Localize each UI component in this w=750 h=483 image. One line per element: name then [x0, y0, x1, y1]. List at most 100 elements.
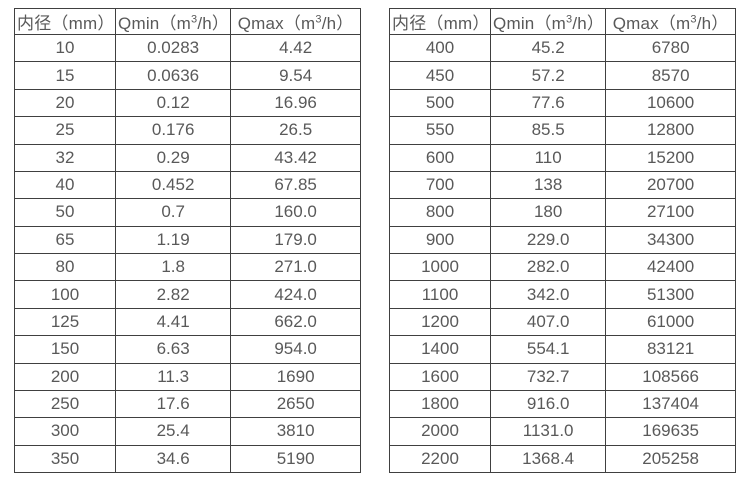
cell-qmin: 916.0: [490, 389, 607, 419]
cell-qmin: 85.5: [490, 116, 607, 145]
table-row: 1100 342.0 51300: [388, 280, 736, 309]
cell-qmax: 9.54: [230, 61, 361, 90]
cell-qmin: 732.7: [490, 362, 607, 391]
table-header-row: 内径（mm） Qmin（m3/h） Qmax（m3/h）: [388, 8, 736, 35]
cell-diameter: 2000: [388, 417, 492, 446]
cell-qmax: 424.0: [230, 280, 361, 309]
cell-diameter: 15: [13, 61, 117, 90]
cell-qmax: 1690: [230, 362, 361, 391]
cell-qmin: 0.0283: [115, 33, 232, 63]
cell-diameter: 600: [388, 143, 492, 172]
cell-qmin: 1131.0: [490, 417, 607, 446]
cell-qmin: 1.8: [115, 252, 232, 282]
cell-diameter: 1600: [388, 362, 492, 391]
cell-diameter: 450: [388, 61, 492, 90]
cell-qmin: 342.0: [490, 280, 607, 309]
table-row: 700 138 20700: [388, 170, 736, 200]
cell-qmax: 15200: [605, 143, 736, 172]
table-row: 65 1.19 179.0: [13, 225, 361, 255]
cell-qmax: 5190: [230, 444, 361, 474]
header-diameter: 内径（mm）: [388, 8, 492, 35]
cell-qmin: 407.0: [490, 307, 607, 337]
cell-diameter: 1000: [388, 252, 492, 282]
cell-qmax: 4.42: [230, 33, 361, 63]
cell-qmin: 1368.4: [490, 444, 607, 474]
cell-qmax: 34300: [605, 225, 736, 255]
cell-diameter: 500: [388, 88, 492, 118]
table-row: 550 85.5 12800: [388, 116, 736, 145]
cell-diameter: 1800: [388, 389, 492, 419]
table-row: 20 0.12 16.96: [13, 88, 361, 118]
cell-qmin: 6.63: [115, 335, 232, 364]
cell-qmin: 57.2: [490, 61, 607, 90]
cell-diameter: 350: [13, 444, 117, 474]
cell-qmax: 271.0: [230, 252, 361, 282]
cell-qmin: 554.1: [490, 335, 607, 364]
table-row: 125 4.41 662.0: [13, 307, 361, 337]
superscript-3: 3: [191, 13, 198, 26]
superscript-3: 3: [315, 13, 322, 26]
header-qmin: Qmin（m3/h）: [115, 8, 232, 35]
flow-table-small-diameters: 内径（mm） Qmin（m3/h） Qmax（m3/h） 10 0.0283 4.42 1…: [13, 8, 361, 474]
table-body: 400 45.2 6780 450 57.2 8570 500 77.6 10600 550 85.…: [388, 33, 736, 474]
table-row: 150 6.63 954.0: [13, 335, 361, 364]
cell-qmin: 77.6: [490, 88, 607, 118]
cell-qmin: 25.4: [115, 417, 232, 446]
cell-diameter: 300: [13, 417, 117, 446]
cell-diameter: 1100: [388, 280, 492, 309]
table-row: 50 0.7 160.0: [13, 198, 361, 227]
cell-qmax: 6780: [605, 33, 736, 63]
table-row: 900 229.0 34300: [388, 225, 736, 255]
table-header-row: 内径（mm） Qmin（m3/h） Qmax（m3/h）: [13, 8, 361, 35]
table-row: 2200 1368.4 205258: [388, 444, 736, 474]
cell-qmax: 954.0: [230, 335, 361, 364]
table-row: 350 34.6 5190: [13, 444, 361, 474]
table-row: 300 25.4 3810: [13, 417, 361, 446]
cell-qmax: 26.5: [230, 116, 361, 145]
cell-diameter: 40: [13, 170, 117, 200]
flow-table-large-diameters: 内径（mm） Qmin（m3/h） Qmax（m3/h） 400 45.2 6780 45…: [388, 8, 736, 474]
cell-qmin: 0.29: [115, 143, 232, 172]
cell-diameter: 400: [388, 33, 492, 63]
cell-qmax: 108566: [605, 362, 736, 391]
header-diameter: 内径（mm）: [13, 8, 117, 35]
table-row: 40 0.452 67.85: [13, 170, 361, 200]
table-body: 10 0.0283 4.42 15 0.0636 9.54 20 0.12 16.96 25 0.1…: [13, 33, 361, 474]
cell-qmin: 11.3: [115, 362, 232, 391]
cell-qmax: 2650: [230, 389, 361, 419]
table-row: 10 0.0283 4.42: [13, 33, 361, 63]
header-qmin: Qmin（m3/h）: [490, 8, 607, 35]
cell-qmax: 179.0: [230, 225, 361, 255]
cell-diameter: 700: [388, 170, 492, 200]
cell-diameter: 2200: [388, 444, 492, 474]
cell-qmax: 61000: [605, 307, 736, 337]
table-row: 100 2.82 424.0: [13, 280, 361, 309]
cell-diameter: 900: [388, 225, 492, 255]
header-qmax: Qmax（m3/h）: [605, 8, 736, 35]
table-row: 500 77.6 10600: [388, 88, 736, 118]
cell-diameter: 550: [388, 116, 492, 145]
cell-diameter: 150: [13, 335, 117, 364]
table-row: 1000 282.0 42400: [388, 252, 736, 282]
cell-diameter: 65: [13, 225, 117, 255]
cell-diameter: 800: [388, 198, 492, 227]
cell-qmax: 8570: [605, 61, 736, 90]
cell-qmax: 662.0: [230, 307, 361, 337]
cell-qmin: 45.2: [490, 33, 607, 63]
cell-qmin: 0.176: [115, 116, 232, 145]
cell-qmin: 0.0636: [115, 61, 232, 90]
cell-diameter: 50: [13, 198, 117, 227]
table-row: 25 0.176 26.5: [13, 116, 361, 145]
cell-qmax: 205258: [605, 444, 736, 474]
cell-qmin: 17.6: [115, 389, 232, 419]
cell-qmax: 20700: [605, 170, 736, 200]
table-row: 1800 916.0 137404: [388, 389, 736, 419]
cell-diameter: 125: [13, 307, 117, 337]
superscript-3: 3: [566, 13, 573, 26]
cell-qmin: 138: [490, 170, 607, 200]
cell-qmax: 160.0: [230, 198, 361, 227]
table-row: 250 17.6 2650: [13, 389, 361, 419]
cell-qmax: 16.96: [230, 88, 361, 118]
cell-qmin: 229.0: [490, 225, 607, 255]
